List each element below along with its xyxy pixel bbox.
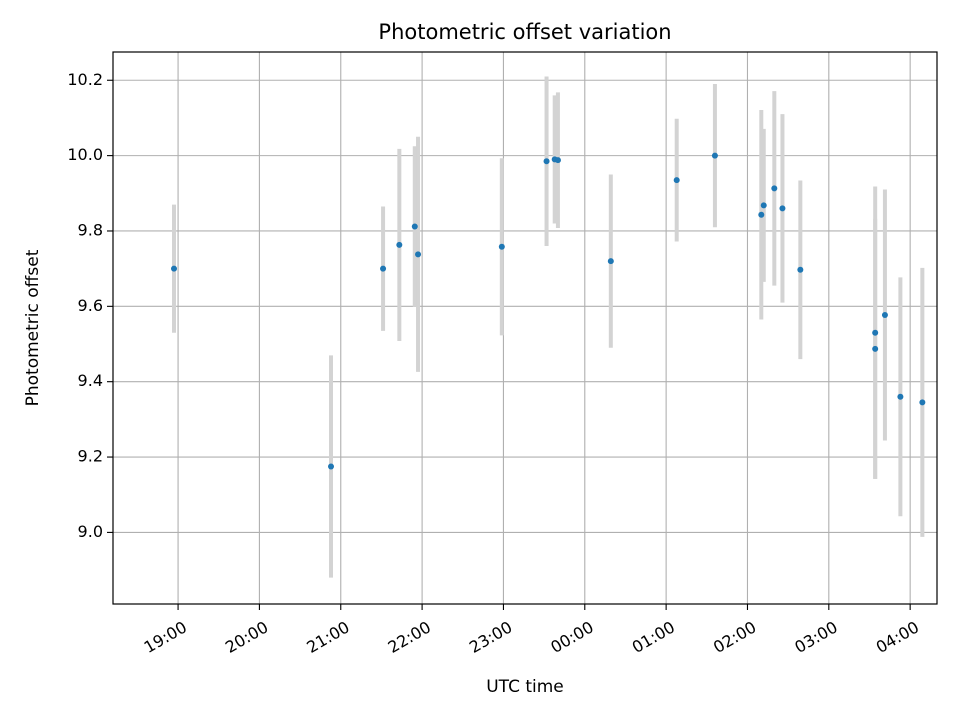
y-tick-label: 9.4 xyxy=(78,371,103,390)
data-point xyxy=(498,243,505,250)
data-points xyxy=(171,152,926,470)
data-point xyxy=(380,265,387,272)
data-point xyxy=(415,251,422,258)
data-point xyxy=(396,241,403,248)
y-tick-label: 9.6 xyxy=(78,296,103,315)
y-tick-label: 10.0 xyxy=(67,145,103,164)
data-point xyxy=(872,345,879,352)
data-point xyxy=(881,312,888,319)
data-point xyxy=(554,157,561,164)
data-point xyxy=(543,158,550,165)
data-point xyxy=(607,258,614,265)
data-point xyxy=(171,265,178,272)
x-axis-label: UTC time xyxy=(486,677,564,697)
y-tick-label: 9.8 xyxy=(78,220,103,239)
y-tick-label: 9.0 xyxy=(78,522,103,541)
data-point xyxy=(411,223,418,230)
data-point xyxy=(779,205,786,212)
data-point xyxy=(872,329,879,336)
data-point xyxy=(797,266,804,273)
y-tick-label: 9.2 xyxy=(78,447,103,466)
axes-frame xyxy=(112,51,938,605)
data-point xyxy=(760,202,767,209)
data-point xyxy=(758,211,765,218)
data-point xyxy=(919,399,926,406)
data-point xyxy=(327,463,334,470)
data-point xyxy=(711,152,718,159)
y-axis-label: Photometric offset xyxy=(23,249,43,406)
data-point xyxy=(771,185,778,192)
chart-title: Photometric offset variation xyxy=(378,20,671,44)
data-point xyxy=(673,177,680,184)
y-tick-label: 10.2 xyxy=(67,70,103,89)
data-point xyxy=(897,393,904,400)
